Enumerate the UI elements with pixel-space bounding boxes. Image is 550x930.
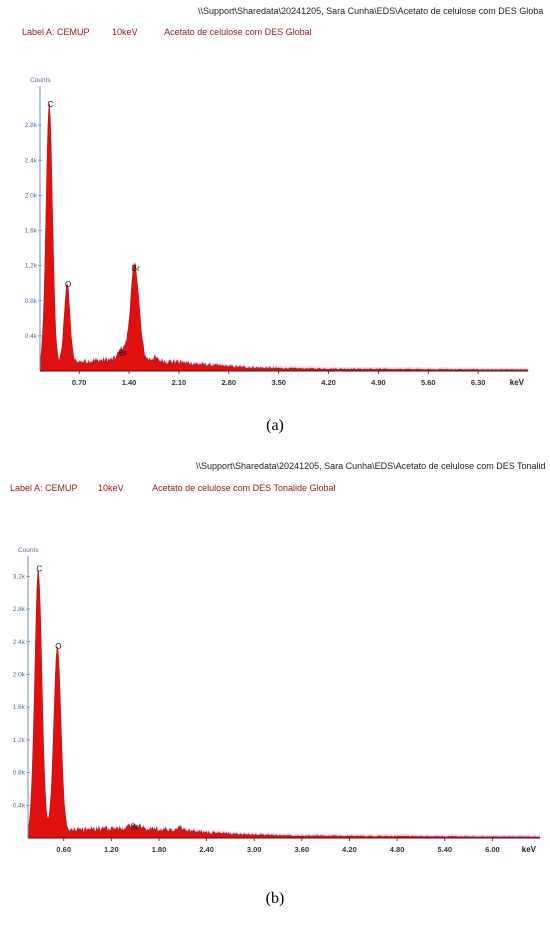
label-b-text: Label A: CEMUP	[10, 483, 78, 493]
y-tick-label: 1.2k	[13, 737, 26, 744]
file-path-b: \\Support\Sharedata\20241205, Sara Cunha…	[196, 461, 546, 471]
y-tick-label: 1.6k	[25, 228, 38, 235]
spectrum-panel-a: \\Support\Sharedata\20241205, Sara Cunha…	[0, 0, 550, 455]
sample-text-a: Acetato de celulose com DES Global	[164, 27, 312, 37]
peak-label-br: Br	[132, 264, 140, 273]
spectrum-halo	[28, 569, 540, 838]
y-tick-label: 0.8k	[25, 298, 38, 305]
x-tick-label: 4.20	[321, 378, 336, 387]
x-tick-label: 4.80	[390, 845, 405, 854]
x-tick-label: 2.10	[172, 378, 187, 387]
x-tick-label: 1.40	[122, 378, 137, 387]
peak-label-c: C	[36, 564, 42, 573]
counts-axis-label: Counts	[30, 77, 51, 84]
peak-label-br: Br	[119, 348, 127, 357]
spectrum-halo	[40, 101, 528, 372]
y-tick-label: 2.8k	[13, 606, 26, 613]
x-tick-label: 0.60	[56, 845, 71, 854]
y-tick-label: 1.2k	[25, 263, 38, 270]
y-tick-label: 0.8k	[13, 770, 26, 777]
x-tick-label: 6.30	[471, 378, 486, 387]
spectrum-area	[39, 103, 529, 372]
sample-text-b: Acetato de celulose com DES Tonalide Glo…	[152, 483, 336, 493]
y-tick-label: 2.0k	[13, 671, 26, 678]
x-tick-label: 4.90	[371, 378, 386, 387]
y-tick-label: 1.6k	[13, 704, 26, 711]
y-tick-label: 2.8k	[25, 122, 38, 129]
x-tick-label: 2.80	[221, 378, 236, 387]
label-a-text: Label A: CEMUP	[22, 27, 90, 37]
x-tick-label: 0.70	[72, 378, 87, 387]
caption-a: (a)	[266, 417, 284, 434]
x-axis-unit-label: keV	[522, 845, 537, 854]
y-tick-label: 2.4k	[25, 157, 38, 164]
x-tick-label: 1.80	[152, 845, 167, 854]
x-tick-label: 2.40	[199, 845, 214, 854]
x-tick-label: 5.60	[421, 378, 436, 387]
x-axis-unit-label: keV	[510, 378, 525, 387]
energy-text-b: 10keV	[98, 483, 124, 493]
x-tick-label: 4.20	[342, 845, 357, 854]
x-tick-label: 3.00	[247, 845, 262, 854]
energy-text-a: 10keV	[112, 27, 138, 37]
x-tick-label: 3.50	[271, 378, 286, 387]
x-tick-label: 3.60	[295, 845, 310, 854]
peak-label-c: C	[47, 100, 53, 109]
x-tick-label: 5.40	[437, 845, 452, 854]
peak-label-o: O	[55, 642, 61, 651]
y-tick-label: 0.4k	[13, 802, 26, 809]
peak-label-o: O	[65, 280, 71, 289]
spectrum-area	[27, 570, 541, 839]
x-tick-label: 1.20	[104, 845, 119, 854]
caption-b: (b)	[265, 890, 285, 907]
y-tick-label: 0.4k	[25, 333, 38, 340]
eds-spectrum-chart-b: Counts 0.4k 0.8k 1.2k 1.6k 2.0k 2.4k 2.8k 3.2k 0.…	[13, 547, 541, 854]
x-tick-label: 6.00	[485, 845, 500, 854]
y-tick-label: 3.2k	[13, 573, 26, 580]
label-row-a: Label A: CEMUP 10keV Acetato de celulose…	[22, 27, 312, 37]
y-tick-label: 2.0k	[25, 192, 38, 199]
spectrum-panel-b: \\Support\Sharedata\20241205, Sara Cunha…	[0, 455, 550, 915]
file-path-a: \\Support\Sharedata\20241205, Sara Cunha…	[198, 6, 544, 16]
eds-spectrum-chart-a: Counts 0.4k 0.8k 1.2k 1.6k 2.0k 2.4k 2.8k 0.70 1.…	[25, 77, 529, 387]
label-row-b: Label A: CEMUP 10keV Acetato de celulose…	[10, 483, 336, 493]
y-tick-label: 2.4k	[13, 639, 26, 646]
peak-label-br: Br	[131, 823, 139, 832]
counts-axis-label: Counts	[18, 547, 39, 554]
